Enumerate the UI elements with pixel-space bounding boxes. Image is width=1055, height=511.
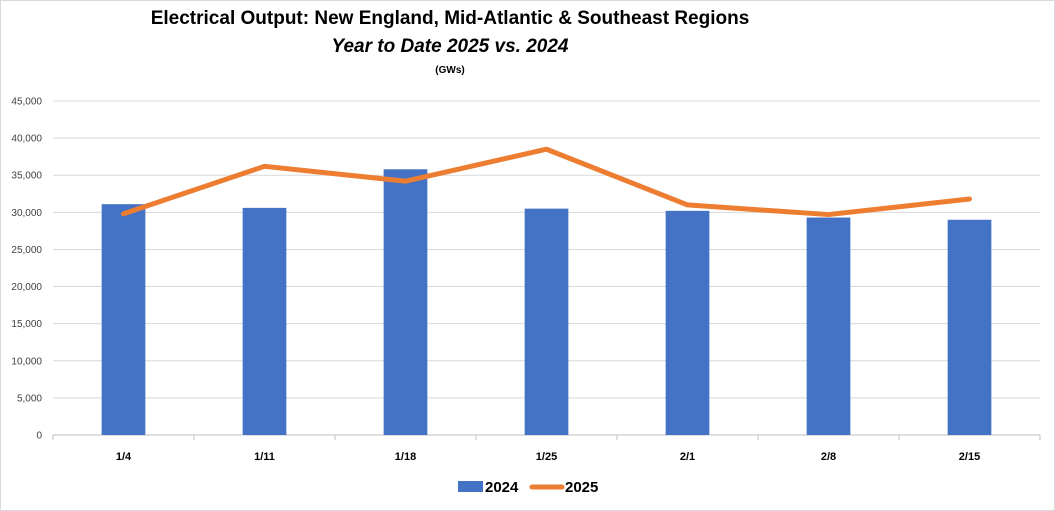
y-tick-label: 15,000 bbox=[11, 319, 42, 330]
bar-2024 bbox=[947, 219, 992, 435]
legend-label-2024: 2024 bbox=[485, 479, 519, 496]
series-2025-line bbox=[121, 146, 972, 218]
y-tick-label: 0 bbox=[36, 431, 42, 442]
bar-2024 bbox=[806, 217, 851, 435]
y-tick-label: 40,000 bbox=[11, 134, 42, 145]
bar-2024 bbox=[242, 207, 287, 435]
x-tick-label: 2/1 bbox=[680, 451, 695, 463]
x-tick-label: 1/11 bbox=[254, 451, 275, 463]
y-axis-ticks: 0 5,000 10,000 15,000 20,000 25,000 30,000 35,0… bbox=[11, 97, 42, 442]
bar-2024 bbox=[524, 208, 569, 435]
x-tick-label: 1/25 bbox=[536, 451, 557, 463]
y-tick-label: 5,000 bbox=[17, 393, 42, 404]
x-tick-label: 1/18 bbox=[395, 451, 416, 463]
chart-unit-label: (GWs) bbox=[435, 65, 465, 76]
bar-2024 bbox=[101, 204, 146, 435]
line-2025 bbox=[121, 146, 972, 218]
series-2024-bars bbox=[101, 169, 992, 436]
y-tick-label: 45,000 bbox=[11, 97, 42, 108]
y-tick-label: 10,000 bbox=[11, 356, 42, 367]
y-tick-label: 25,000 bbox=[11, 245, 42, 256]
y-tick-label: 30,000 bbox=[11, 208, 42, 219]
legend: 2024 2025 bbox=[458, 479, 598, 496]
bar-2024 bbox=[665, 210, 710, 435]
legend-swatch-2024 bbox=[458, 481, 483, 492]
chart-subtitle: Year to Date 2025 vs. 2024 bbox=[331, 36, 569, 57]
y-tick-label: 35,000 bbox=[11, 171, 42, 182]
x-tick-label: 2/8 bbox=[821, 451, 836, 463]
x-tick-label: 2/15 bbox=[959, 451, 980, 463]
x-axis-ticks: 1/4 1/11 1/18 1/25 2/1 2/8 2/15 bbox=[116, 451, 980, 463]
chart-title: Electrical Output: New England, Mid-Atla… bbox=[150, 8, 750, 29]
x-tick-label: 1/4 bbox=[116, 451, 132, 463]
legend-label-2025: 2025 bbox=[565, 479, 598, 496]
bar-2024 bbox=[383, 169, 428, 436]
y-tick-label: 20,000 bbox=[11, 282, 42, 293]
